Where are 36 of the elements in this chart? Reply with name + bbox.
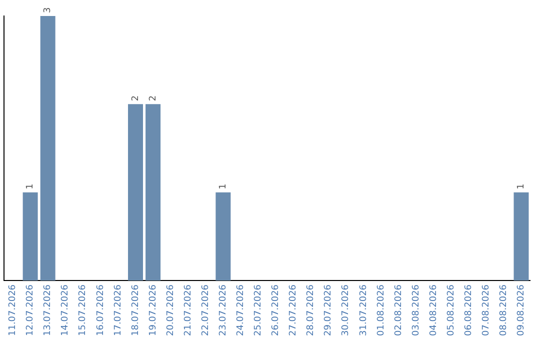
- data-label: 3: [43, 7, 54, 13]
- data-label: 1: [26, 184, 36, 190]
- x-tick-label: 31.07.2026: [358, 284, 369, 336]
- x-tick-label: 22.07.2026: [200, 284, 211, 336]
- x-tick-label: 14.07.2026: [60, 284, 71, 336]
- x-tick-label: 23.07.2026: [218, 284, 229, 336]
- x-tick-label: 06.08.2026: [464, 284, 474, 336]
- x-tick-label: 11.07.2026: [8, 284, 18, 336]
- x-tick-label: 21.07.2026: [183, 284, 194, 336]
- x-tick-label: 09.08.2026: [516, 284, 527, 336]
- x-tick-label: 20.07.2026: [166, 284, 176, 336]
- x-tick-label: 27.07.2026: [288, 284, 299, 336]
- x-tick-label: 24.07.2026: [236, 284, 246, 336]
- x-tick-label: 03.08.2026: [411, 284, 422, 336]
- data-label: 2: [148, 95, 158, 102]
- x-tick-label: 02.08.2026: [394, 284, 404, 336]
- x-tick-label: 15.07.2026: [78, 284, 88, 336]
- x-tick-label: 08.08.2026: [499, 284, 510, 336]
- x-tick-label: 07.08.2026: [482, 284, 492, 336]
- x-tick-label: 05.08.2026: [446, 284, 456, 336]
- data-label: 1: [218, 184, 229, 190]
- x-tick-label: 28.07.2026: [306, 284, 316, 336]
- x-tick-label: 04.08.2026: [428, 284, 439, 336]
- data-label: 2: [130, 95, 141, 102]
- x-tick-label: 12.07.2026: [26, 284, 36, 336]
- x-tick-label: 30.07.2026: [341, 284, 352, 336]
- x-tick-label: 19.07.2026: [148, 284, 158, 336]
- x-tick-label: 16.07.2026: [96, 284, 106, 336]
- x-tick-label: 26.07.2026: [271, 284, 282, 336]
- data-label: 1: [516, 184, 527, 190]
- x-tick-label: 25.07.2026: [254, 284, 264, 336]
- x-tick-label: 29.07.2026: [324, 284, 334, 336]
- x-tick-label: 01.08.2026: [376, 284, 386, 336]
- x-tick-label: 17.07.2026: [113, 284, 124, 336]
- x-tick-label: 18.07.2026: [130, 284, 141, 336]
- x-tick-label: 13.07.2026: [43, 284, 54, 336]
